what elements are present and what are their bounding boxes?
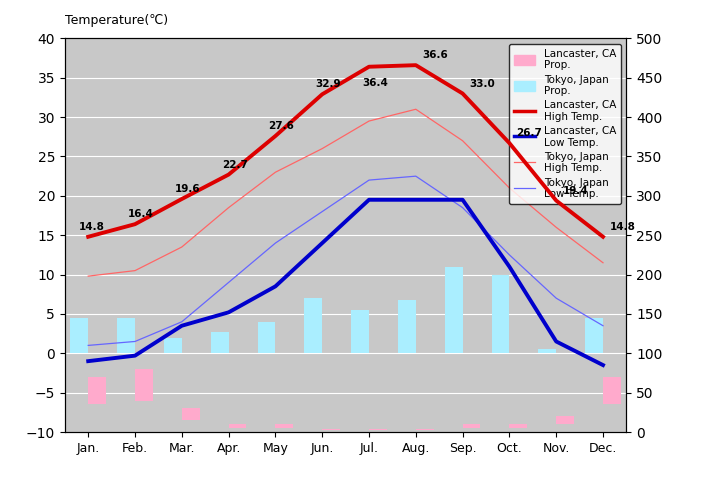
Bar [71, 318, 88, 353]
Text: 36.6: 36.6 [423, 50, 449, 60]
Bar [323, 429, 340, 431]
Bar [585, 318, 603, 353]
Bar [211, 332, 228, 353]
Bar [258, 322, 275, 353]
Text: 22.7: 22.7 [222, 160, 248, 169]
Bar [135, 369, 153, 400]
Bar [164, 337, 181, 353]
Bar [181, 408, 199, 420]
Text: 27.6: 27.6 [269, 121, 294, 131]
Bar [416, 429, 433, 431]
Bar [369, 429, 387, 431]
Bar [275, 424, 293, 428]
Bar [398, 300, 415, 353]
Text: 26.7: 26.7 [516, 128, 542, 138]
Text: 16.4: 16.4 [128, 209, 154, 219]
Bar [445, 267, 462, 353]
Text: 14.8: 14.8 [78, 222, 104, 232]
Text: 14.8: 14.8 [610, 222, 636, 232]
Bar [462, 424, 480, 428]
Text: 36.4: 36.4 [362, 78, 388, 88]
Bar [510, 424, 527, 428]
Text: Temperature(℃): Temperature(℃) [65, 13, 168, 26]
Bar [117, 318, 135, 353]
Bar [492, 275, 510, 353]
Bar [557, 416, 574, 424]
Bar [539, 349, 556, 353]
Bar [305, 298, 322, 353]
Bar [603, 377, 621, 405]
Text: 33.0: 33.0 [469, 79, 495, 88]
Text: 19.6: 19.6 [175, 184, 200, 194]
Bar [351, 310, 369, 353]
Text: 19.4: 19.4 [563, 186, 589, 196]
Legend: Lancaster, CA
Prop., Tokyo, Japan
Prop., Lancaster, CA
High Temp., Lancaster, CA: Lancaster, CA Prop., Tokyo, Japan Prop.,… [509, 44, 621, 204]
Text: 32.9: 32.9 [315, 79, 341, 89]
Bar [228, 424, 246, 428]
Bar [88, 377, 106, 405]
